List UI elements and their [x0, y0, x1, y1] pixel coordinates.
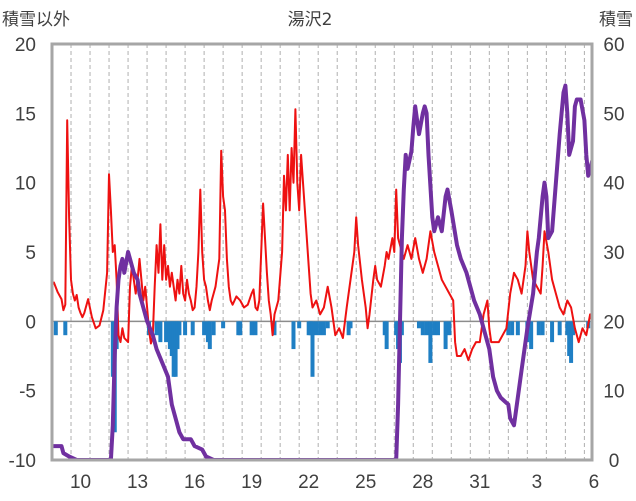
precip-bar — [154, 321, 159, 336]
right-tick-label: 60 — [603, 35, 624, 56]
x-tick-label: 6 — [589, 472, 600, 493]
precip-bar — [536, 321, 541, 336]
x-tick-label: 22 — [298, 472, 319, 493]
precipitation-bars — [53, 321, 592, 433]
precip-bar — [399, 321, 404, 336]
precip-bar — [348, 321, 353, 329]
precip-bar — [249, 321, 254, 336]
vertical-gridlines — [70, 44, 585, 460]
x-tick-label: 13 — [127, 472, 148, 493]
precip-bar — [515, 321, 520, 336]
left-tick-label: 15 — [15, 104, 36, 125]
left-tick-label: -5 — [19, 382, 36, 403]
right-axis-ticks: 60 50 40 30 20 10 0 — [603, 35, 624, 472]
x-tick-label: 3 — [532, 472, 543, 493]
left-tick-label: 0 — [25, 312, 36, 333]
right-tick-label: 10 — [603, 382, 624, 403]
precip-bar — [529, 321, 534, 350]
precip-bar — [570, 321, 575, 336]
x-tick-label: 28 — [412, 472, 433, 493]
precip-bar — [325, 321, 330, 329]
precip-bar — [428, 321, 433, 363]
right-tick-label: 0 — [609, 451, 620, 472]
precip-bar — [384, 321, 389, 350]
precip-bar — [506, 321, 511, 336]
precip-bar — [158, 321, 163, 343]
precip-bar — [310, 321, 315, 377]
x-tick-label: 31 — [469, 472, 490, 493]
x-axis-ticks: 10 13 16 19 22 25 28 31 3 6 — [70, 472, 599, 493]
plot-border — [50, 42, 594, 462]
x-tick-label: 16 — [184, 472, 205, 493]
precip-bar — [540, 321, 545, 336]
precip-bar — [207, 321, 212, 350]
left-axis-ticks: 20 15 10 5 0 -5 -10 — [9, 35, 36, 472]
precip-bar — [416, 321, 421, 329]
right-tick-label: 20 — [603, 312, 624, 333]
precip-bar — [202, 321, 207, 336]
precip-bar — [291, 321, 296, 350]
precip-bar — [321, 321, 326, 336]
precip-bar — [53, 321, 58, 336]
chart-title: 湯沢2 — [288, 10, 333, 30]
precip-bar — [253, 321, 258, 336]
precip-bar — [272, 321, 277, 336]
precip-bar — [177, 321, 182, 336]
left-tick-label: 10 — [15, 174, 36, 195]
left-tick-label: 5 — [25, 243, 36, 264]
precip-bar — [314, 321, 319, 336]
right-tick-label: 40 — [603, 174, 624, 195]
precip-bar — [63, 321, 68, 336]
precip-bar — [190, 321, 195, 336]
precip-bar — [557, 321, 562, 336]
precip-bar — [318, 321, 323, 336]
x-tick-label: 10 — [70, 472, 91, 493]
left-tick-label: 20 — [15, 35, 36, 56]
precip-bar — [443, 321, 448, 350]
series-lines — [52, 83, 592, 460]
snow-depth-line — [52, 83, 592, 460]
precip-bar — [569, 321, 574, 363]
right-axis-title: 積雪 — [599, 10, 633, 30]
precip-bar — [211, 321, 216, 336]
right-tick-label: 30 — [603, 243, 624, 264]
precip-bar — [550, 321, 555, 343]
precip-bar — [221, 321, 226, 329]
left-axis-title: 積雪以外 — [2, 10, 70, 30]
precip-bar — [420, 321, 425, 336]
left-tick-label: -10 — [9, 451, 36, 472]
temperature-line — [52, 108, 592, 362]
precip-bar — [164, 321, 169, 343]
precip-bar — [297, 321, 302, 329]
plot-frame — [50, 42, 594, 462]
precip-bar — [447, 321, 452, 336]
x-tick-label: 19 — [241, 472, 262, 493]
precip-bar — [238, 321, 243, 336]
x-tick-label: 25 — [355, 472, 376, 493]
precip-bar — [432, 321, 437, 336]
precip-bar — [510, 321, 515, 336]
precip-bar — [435, 321, 440, 336]
right-tick-label: 50 — [603, 104, 624, 125]
precip-bar — [424, 321, 429, 336]
precip-bar — [183, 321, 188, 336]
